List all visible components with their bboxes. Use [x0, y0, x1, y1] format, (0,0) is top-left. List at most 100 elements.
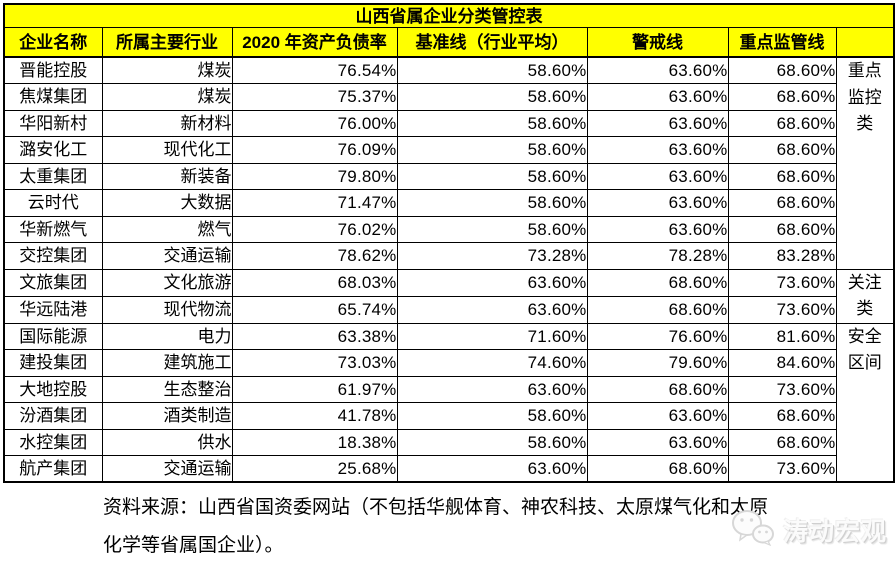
baseline-cell: 58.60%: [396, 83, 588, 111]
keyline-cell: 68.60%: [727, 215, 837, 243]
source-note: 资料来源：山西省国资委网站（不包括华舰体育、神农科技、太原煤气化和太原 化学等省…: [103, 489, 863, 565]
col-header-category: [835, 27, 895, 58]
baseline-cell: 71.60%: [396, 322, 588, 350]
warning-cell: 63.60%: [586, 83, 729, 111]
enterprise-name-cell: 云时代: [3, 189, 103, 217]
source-note-line2: 化学等省属国企业）。: [103, 535, 284, 556]
classification-table: 山西省属企业分类管控表 企业名称 所属主要行业 2020 年资产负债率 基准线（…: [3, 3, 895, 483]
table-header-row: 企业名称 所属主要行业 2020 年资产负债率 基准线（行业平均） 警戒线 重点…: [3, 27, 895, 58]
ratio-cell: 68.03%: [231, 268, 398, 297]
keyline-cell: 68.60%: [727, 136, 837, 164]
table-row: 航产集团 交通运输 25.68% 63.60% 68.60% 73.60%: [3, 455, 894, 483]
enterprise-name-cell: 国际能源: [3, 322, 103, 350]
table-row: 汾酒集团 酒类制造 41.78% 58.60% 63.60% 68.60%: [3, 402, 894, 430]
ratio-cell: 63.38%: [231, 322, 398, 350]
baseline-cell: 63.60%: [396, 375, 588, 403]
warning-cell: 63.60%: [586, 136, 729, 164]
keyline-cell: 68.60%: [727, 189, 837, 217]
warning-cell: 68.60%: [586, 455, 729, 483]
industry-cell: 建筑施工: [101, 349, 233, 377]
ratio-cell: 76.54%: [231, 56, 398, 84]
keyline-cell: 73.60%: [727, 295, 837, 324]
warning-cell: 63.60%: [586, 162, 729, 190]
industry-cell: 酒类制造: [101, 402, 233, 430]
col-header-ratio-2020: 2020 年资产负债率: [231, 27, 398, 58]
warning-cell: 68.60%: [586, 375, 729, 403]
table-row: 潞安化工 现代化工 76.09% 58.60% 63.60% 68.60%: [3, 136, 894, 164]
baseline-cell: 58.60%: [396, 109, 588, 137]
industry-cell: 供水: [101, 428, 233, 456]
warning-cell: 63.60%: [586, 189, 729, 217]
ratio-cell: 25.68%: [231, 455, 398, 483]
enterprise-name-cell: 汾酒集团: [3, 402, 103, 430]
warning-cell: 78.28%: [586, 242, 729, 270]
enterprise-name-cell: 大地控股: [3, 375, 103, 403]
baseline-cell: 58.60%: [396, 56, 588, 84]
keyline-cell: 68.60%: [727, 428, 837, 456]
keyline-cell: 68.60%: [727, 83, 837, 111]
industry-cell: 现代化工: [101, 136, 233, 164]
col-header-enterprise: 企业名称: [3, 27, 103, 58]
baseline-cell: 63.60%: [396, 268, 588, 297]
table-row: 焦煤集团 煤炭 75.37% 58.60% 63.60% 68.60%: [3, 83, 894, 111]
col-header-baseline: 基准线（行业平均）: [396, 27, 588, 58]
industry-cell: 新装备: [101, 162, 233, 190]
warning-cell: 63.60%: [586, 109, 729, 137]
watermark: 涛动宏观: [731, 509, 888, 551]
industry-cell: 煤炭: [101, 56, 233, 84]
baseline-cell: 63.60%: [396, 295, 588, 324]
table-row: 水控集团 供水 18.38% 58.60% 63.60% 68.60%: [3, 428, 894, 456]
group-label: 安全区间: [847, 326, 882, 373]
keyline-cell: 73.60%: [727, 375, 837, 403]
table-row: 文旅集团 文化旅游 68.03% 63.60% 68.60% 73.60% 关注…: [3, 268, 895, 324]
warning-cell: 68.60%: [586, 268, 729, 297]
industry-cell: 交通运输: [101, 455, 233, 483]
warning-cell: 63.60%: [586, 215, 729, 243]
group-cell-safe-range: 安全区间: [835, 322, 895, 483]
baseline-cell: 58.60%: [396, 428, 588, 456]
table-row: 国际能源 电力 63.38% 71.60% 76.60% 81.60% 安全区间: [3, 322, 895, 483]
enterprise-name-cell: 潞安化工: [3, 136, 103, 164]
warning-cell: 63.60%: [586, 428, 729, 456]
table-row: 晋能控股 煤炭 76.54% 58.60% 63.60% 68.60% 重点监控…: [3, 56, 895, 270]
industry-cell: 现代物流: [101, 295, 233, 324]
baseline-cell: 74.60%: [396, 349, 588, 377]
baseline-cell: 73.28%: [396, 242, 588, 270]
keyline-cell: 68.60%: [727, 162, 837, 190]
enterprise-name-cell: 水控集团: [3, 428, 103, 456]
baseline-cell: 58.60%: [396, 215, 588, 243]
baseline-cell: 58.60%: [396, 189, 588, 217]
ratio-cell: 76.00%: [231, 109, 398, 137]
table-title: 山西省属企业分类管控表: [3, 3, 895, 28]
industry-cell: 燃气: [101, 215, 233, 243]
wechat-logo-icon: [731, 509, 775, 551]
warning-cell: 68.60%: [586, 295, 729, 324]
enterprise-name-cell: 航产集团: [3, 455, 103, 483]
baseline-cell: 58.60%: [396, 402, 588, 430]
group-cell-key-monitoring: 重点监控类: [835, 56, 895, 270]
ratio-cell: 79.80%: [231, 162, 398, 190]
enterprise-name-cell: 太重集团: [3, 162, 103, 190]
col-header-industry: 所属主要行业: [101, 27, 233, 58]
keyline-cell: 68.60%: [727, 402, 837, 430]
keyline-cell: 81.60%: [727, 322, 837, 350]
ratio-cell: 78.62%: [231, 242, 398, 270]
watermark-text: 涛动宏观: [783, 518, 888, 546]
warning-cell: 76.60%: [586, 322, 729, 350]
table-row: 华远陆港 现代物流 65.74% 63.60% 68.60% 73.60%: [3, 295, 894, 324]
table-row: 华阳新村 新材料 76.00% 58.60% 63.60% 68.60%: [3, 109, 894, 137]
table-row: 大地控股 生态整治 61.97% 63.60% 68.60% 73.60%: [3, 375, 894, 403]
industry-cell: 交通运输: [101, 242, 233, 270]
warning-cell: 79.60%: [586, 349, 729, 377]
industry-cell: 生态整治: [101, 375, 233, 403]
keyline-cell: 68.60%: [727, 56, 837, 84]
keyline-cell: 83.28%: [727, 242, 837, 270]
enterprise-name-cell: 华远陆港: [3, 295, 103, 324]
baseline-cell: 58.60%: [396, 136, 588, 164]
ratio-cell: 76.09%: [231, 136, 398, 164]
keyline-cell: 73.60%: [727, 455, 837, 483]
table-row: 交控集团 交通运输 78.62% 73.28% 78.28% 83.28%: [3, 242, 894, 270]
warning-cell: 63.60%: [586, 402, 729, 430]
ratio-cell: 71.47%: [231, 189, 398, 217]
ratio-cell: 18.38%: [231, 428, 398, 456]
